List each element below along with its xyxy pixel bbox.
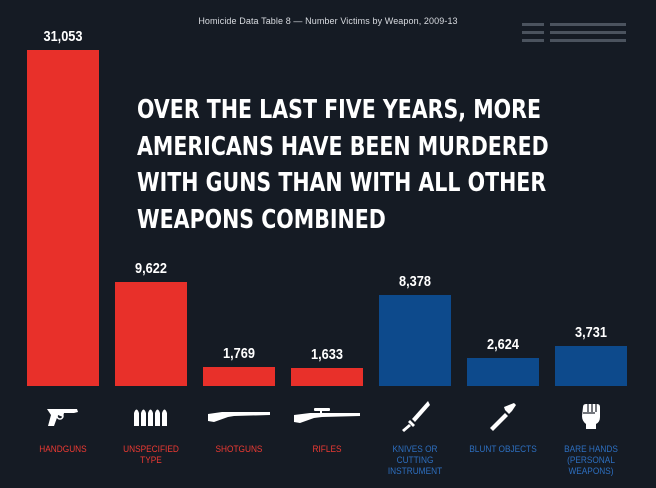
bar [379,295,451,386]
category-label: Handguns [17,444,109,455]
knife-icon [379,398,451,434]
bar [27,50,99,386]
bar [555,345,627,386]
category-label-line: Unspecified [123,444,179,454]
headline-line: with guns than with all other [137,168,547,198]
bar [467,357,539,386]
category-label-line: Rifles [312,444,342,454]
bar [203,366,275,386]
headline-line: Over the last five years, more [137,95,541,125]
category-label-line: Knives or [392,444,438,454]
bar [115,281,187,386]
category-label-line: Bare Hands [564,444,618,454]
category-label-line: Handguns [39,444,87,454]
bar [291,368,363,386]
headline-line: Americans have been murdered [137,131,549,162]
bar-value-label: 31,053 [43,28,83,45]
bar-value-label: 1,769 [223,344,255,362]
category-label-line: Type [140,455,162,465]
category-label: Blunt Objects [457,444,549,455]
bar-value-label: 3,731 [575,323,607,341]
category-label: Knives or Cutting Instrument [369,444,461,477]
bar-value-label: 8,378 [399,273,431,291]
category-label-line: Shotguns [215,444,263,454]
hammer-icon [467,398,539,434]
bar-value-label: 2,624 [487,335,519,353]
shotgun-icon [203,398,275,434]
headline: Over the last five years, more Americans… [137,92,549,238]
category-label-line: (Personal Weapons) [567,455,615,476]
category-label: Unspecified Type [105,444,197,466]
fist-icon [555,398,627,434]
handgun-icon [27,398,99,434]
category-label: Rifles [281,444,373,455]
category-label-line: Blunt Objects [469,444,537,454]
chart-source-title: Homicide Data Table 8 — Number Victims b… [198,16,458,26]
category-label-line: Cutting Instrument [387,455,443,476]
category-label: Bare Hands (Personal Weapons) [545,444,637,477]
bar-value-label: 1,633 [311,346,343,364]
rifle-icon [291,398,363,434]
bar-value-label: 9,622 [135,259,167,277]
category-label: Shotguns [193,444,285,455]
menu-icon[interactable] [522,23,626,43]
bullets-icon [115,398,187,434]
headline-line: weapons combined [137,204,386,235]
